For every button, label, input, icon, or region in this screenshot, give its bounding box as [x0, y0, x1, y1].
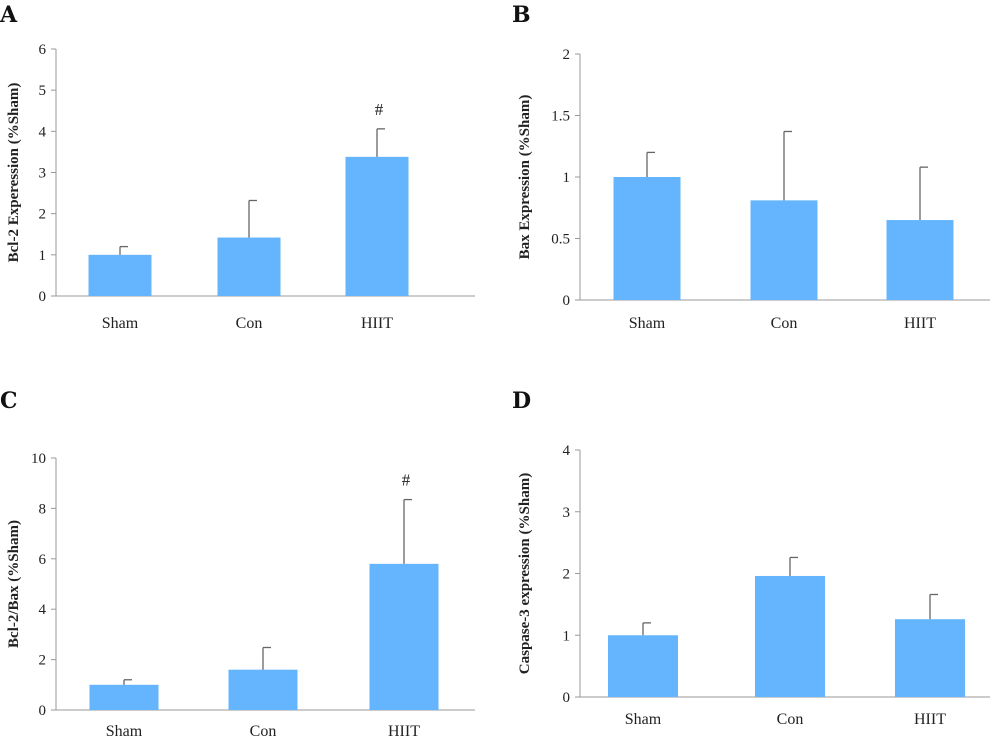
bar-con	[755, 575, 825, 697]
bar-sham	[613, 177, 681, 300]
panel-letter: A	[0, 2, 18, 28]
y-tick-label: 0	[39, 289, 47, 305]
x-tick-label: Sham	[629, 315, 666, 332]
x-tick-label: Sham	[106, 723, 143, 740]
significance-mark: #	[375, 100, 384, 119]
y-tick-label: 0	[563, 690, 571, 706]
y-tick-label: 6	[39, 42, 47, 58]
bar-con	[750, 200, 818, 300]
bar-hiit	[369, 563, 439, 710]
y-tick-label: 2	[563, 567, 571, 583]
chart-panel-b: B 0 0.5 1 1.5 2 Bax Expression (%Sham) Sham Con H…	[512, 2, 990, 332]
y-tick-label: 10	[31, 451, 46, 467]
panel-letter: C	[0, 388, 18, 414]
x-tick-label: HIIT	[388, 723, 420, 740]
y-tick-label: 0	[563, 293, 571, 309]
y-tick-label: 2	[39, 207, 47, 223]
x-tick-label: Sham	[625, 711, 662, 728]
bar-hiit	[895, 619, 965, 697]
chart-panel-a: A 0 1 2 3 4 5 6 Bcl-2 Experession (%Sham) Sham Con…	[0, 2, 475, 332]
significance-mark: #	[402, 471, 411, 490]
y-tick-label: 4	[39, 124, 47, 140]
y-axis-label: Bax Expression (%Sham)	[517, 95, 533, 260]
bar-sham	[608, 635, 678, 697]
y-tick-label: 4	[563, 443, 571, 459]
x-tick-label: Con	[236, 315, 263, 332]
panel-letter: B	[512, 2, 531, 28]
bar-sham	[89, 684, 159, 710]
bar-hiit	[345, 156, 409, 296]
panel-letter: D	[512, 388, 531, 414]
bar-hiit	[886, 220, 954, 300]
bar-sham	[88, 254, 152, 296]
x-tick-label: HIIT	[361, 315, 393, 332]
chart-panel-d: D 0 1 2 3 4 Caspase-3 expression (%Sham) Sham Co…	[512, 388, 990, 728]
y-tick-label: 2	[563, 47, 571, 63]
y-tick-label: 5	[39, 83, 47, 99]
x-tick-label: Con	[771, 315, 798, 332]
x-tick-label: HIIT	[904, 315, 936, 332]
x-tick-label: HIIT	[914, 711, 946, 728]
y-tick-label: 0.5	[551, 232, 570, 248]
y-tick-label: 1	[563, 170, 571, 186]
y-tick-label: 6	[39, 552, 47, 568]
x-tick-label: Sham	[102, 315, 139, 332]
bar-con	[217, 237, 281, 296]
y-tick-label: 1	[39, 248, 47, 264]
y-tick-label: 8	[39, 501, 47, 517]
y-axis-label: Bcl-2 Experession (%Sham)	[6, 83, 22, 263]
bar-con	[228, 669, 298, 710]
x-tick-label: Con	[250, 723, 277, 740]
y-tick-label: 1.5	[551, 109, 570, 125]
y-tick-label: 0	[39, 703, 47, 719]
y-tick-label: 3	[39, 166, 47, 182]
x-tick-label: Con	[777, 711, 804, 728]
y-axis-label: Bcl-2/Bax (%Sham)	[6, 520, 22, 648]
y-tick-label: 4	[39, 602, 47, 618]
chart-panel-c: C 0 2 4 6 8 10 Bcl-2/Bax (%Sham) Sham Con HIIT #	[0, 388, 475, 740]
y-tick-label: 2	[39, 653, 47, 669]
y-axis-label: Caspase-3 expression (%Sham)	[517, 473, 533, 674]
y-tick-label: 3	[563, 505, 571, 521]
y-tick-label: 1	[563, 628, 571, 644]
